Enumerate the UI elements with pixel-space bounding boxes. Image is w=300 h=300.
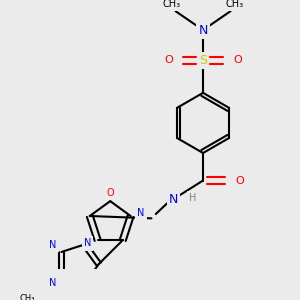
Text: H: H	[189, 193, 197, 203]
Text: N: N	[49, 240, 56, 250]
Text: S: S	[199, 54, 207, 67]
Text: N: N	[137, 208, 145, 218]
Text: O: O	[233, 55, 242, 65]
Text: O: O	[164, 55, 173, 65]
Text: N: N	[169, 193, 178, 206]
Text: CH₃: CH₃	[226, 0, 244, 9]
Text: N: N	[49, 278, 56, 288]
Text: CH₃: CH₃	[19, 294, 35, 300]
Text: N: N	[84, 238, 91, 248]
Text: N: N	[198, 24, 208, 37]
Text: O: O	[106, 188, 114, 198]
Text: O: O	[236, 176, 244, 185]
Text: CH₃: CH₃	[162, 0, 180, 9]
